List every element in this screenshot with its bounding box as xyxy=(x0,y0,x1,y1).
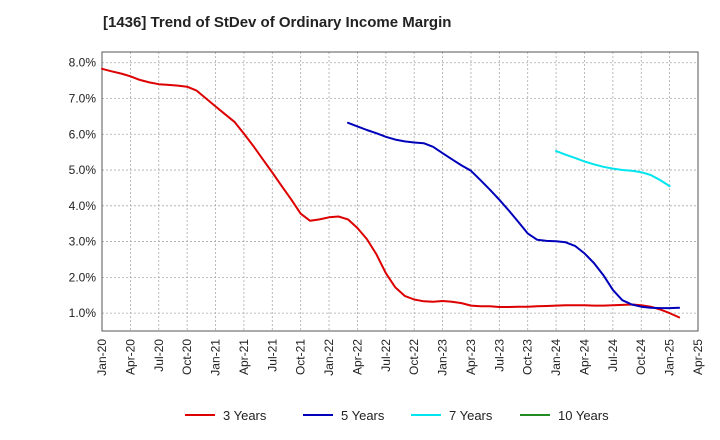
x-tick-label: Oct-23 xyxy=(521,339,535,375)
y-tick-label: 1.0% xyxy=(69,306,97,320)
y-tick-label: 2.0% xyxy=(69,270,97,284)
legend-label: 3 Years xyxy=(223,408,267,423)
x-tick-label: Jan-21 xyxy=(209,339,223,376)
x-tick-label: Jul-20 xyxy=(152,339,166,372)
x-tick-label: Jul-23 xyxy=(492,339,506,372)
series-line-5-years xyxy=(347,121,681,310)
legend: 3 Years 5 Years 7 Years 10 Years xyxy=(185,408,609,423)
chart-title: [1436] Trend of StDev of Ordinary Income… xyxy=(103,14,452,31)
x-tick-label: Apr-23 xyxy=(464,339,478,375)
x-tick-label: Apr-21 xyxy=(237,339,251,375)
grid-layer xyxy=(101,52,699,331)
y-tick-label: 7.0% xyxy=(69,92,97,106)
legend-label: 10 Years xyxy=(558,408,609,423)
x-tick-label: Jul-22 xyxy=(379,339,393,372)
series-line-3-years xyxy=(101,67,681,319)
x-tick-label: Oct-22 xyxy=(407,339,421,375)
x-tick-label: Jul-21 xyxy=(265,339,279,372)
x-tick-label: Apr-24 xyxy=(577,339,591,375)
x-tick-label: Oct-24 xyxy=(634,339,648,375)
y-tick-label: 8.0% xyxy=(69,56,97,70)
plot-frame xyxy=(101,51,699,332)
x-tick-label: Jan-20 xyxy=(95,339,109,376)
y-tick-label: 5.0% xyxy=(69,163,97,177)
x-tick-label: Jan-24 xyxy=(549,339,563,376)
series-line-7-years xyxy=(555,150,671,188)
x-tick-label: Apr-20 xyxy=(123,339,137,375)
legend-label: 5 Years xyxy=(341,408,385,423)
x-tick-label: Jan-25 xyxy=(663,339,677,376)
x-tick-label: Apr-25 xyxy=(691,339,705,375)
y-tick-label: 4.0% xyxy=(69,199,97,213)
x-tick-label: Jan-23 xyxy=(436,339,450,376)
axis-layer: 1.0% 2.0% 3.0% 4.0% 5.0% 6.0% 7.0% 8.0% Jan-20 Ap… xyxy=(69,51,705,376)
x-tick-label: Jul-24 xyxy=(606,339,620,372)
x-tick-label: Apr-22 xyxy=(350,339,364,375)
y-tick-label: 6.0% xyxy=(69,127,97,141)
x-tick-label: Jan-22 xyxy=(322,339,336,376)
x-tick-label: Oct-20 xyxy=(180,339,194,375)
x-tick-label: Oct-21 xyxy=(294,339,308,375)
y-tick-label: 3.0% xyxy=(69,235,97,249)
series-layer xyxy=(101,67,681,319)
legend-label: 7 Years xyxy=(449,408,493,423)
